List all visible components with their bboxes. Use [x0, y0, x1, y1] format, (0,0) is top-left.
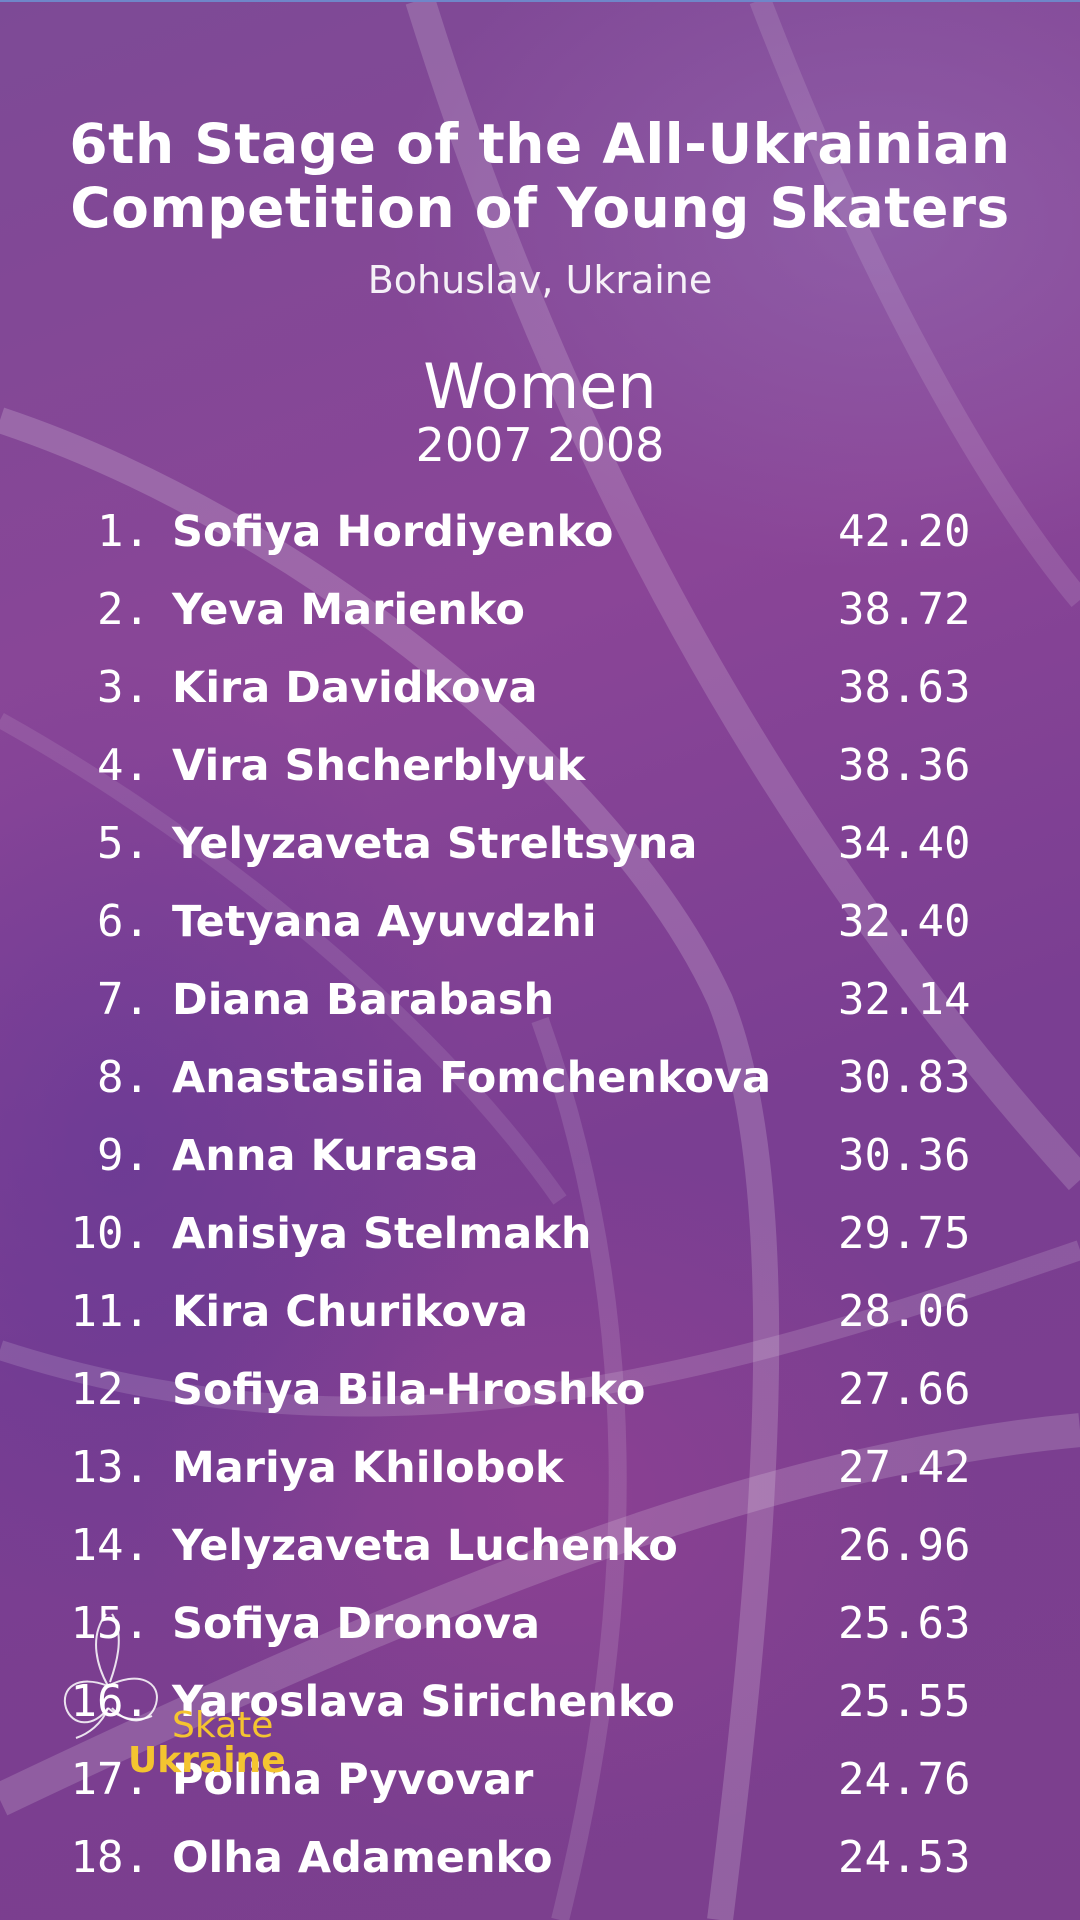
result-row: 15. Sofiya Dronova 25.63 [0, 1584, 1080, 1662]
result-row: 4. Vira Shcherblyuk 38.36 [0, 726, 1080, 804]
result-row: 7. Diana Barabash 32.14 [0, 960, 1080, 1038]
result-score: 32.40 [838, 896, 971, 947]
result-rank: 17. [70, 1754, 150, 1805]
skater-name: Anisiya Stelmakh [172, 1209, 592, 1259]
result-rank: 4. [97, 740, 150, 791]
result-row: 3. Kira Davidkova 38.63 [0, 648, 1080, 726]
result-score: 34.40 [838, 818, 971, 869]
result-rank: 14. [70, 1520, 150, 1571]
skater-name: Anastasiia Fomchenkova [172, 1053, 772, 1103]
result-row: 12. Sofiya Bila-Hroshko 27.66 [0, 1350, 1080, 1428]
result-row: 11. Kira Churikova 28.06 [0, 1272, 1080, 1350]
result-rank: 13. [70, 1442, 150, 1493]
result-rank: 7. [97, 974, 150, 1025]
skater-name: Yelyzaveta Streltsyna [172, 819, 698, 869]
result-score: 26.96 [838, 1520, 971, 1571]
skater-name: Yeva Marienko [172, 585, 525, 635]
result-rank: 11. [70, 1286, 150, 1337]
result-score: 38.36 [838, 740, 971, 791]
result-row: 18. Olha Adamenko 24.53 [0, 1818, 1080, 1896]
result-row: 5. Yelyzaveta Streltsyna 34.40 [0, 804, 1080, 882]
result-row: 10. Anisiya Stelmakh 29.75 [0, 1194, 1080, 1272]
skater-name: Olha Adamenko [172, 1833, 553, 1883]
result-score: 25.63 [838, 1598, 971, 1649]
event-title-line-1: 6th Stage of the All-Ukrainian [69, 112, 1011, 176]
result-row: 13. Mariya Khilobok 27.42 [0, 1428, 1080, 1506]
result-score: 38.72 [838, 584, 971, 635]
result-score: 28.06 [838, 1286, 971, 1337]
result-score: 27.66 [838, 1364, 971, 1415]
event-title-line-2: Competition of Young Skaters [70, 176, 1010, 240]
result-rank: 12. [70, 1364, 150, 1415]
result-score: 27.42 [838, 1442, 971, 1493]
event-title: 6th Stage of the All-Ukrainian Competiti… [0, 112, 1080, 240]
skate-ukraine-logo: Skate Ukraine [58, 1608, 298, 1788]
skater-name: Kira Davidkova [172, 663, 538, 713]
skater-name: Mariya Khilobok [172, 1443, 564, 1493]
skater-name: Diana Barabash [172, 975, 555, 1025]
result-row: 14. Yelyzaveta Luchenko 26.96 [0, 1506, 1080, 1584]
result-score: 30.36 [838, 1130, 971, 1181]
result-score: 30.83 [838, 1052, 971, 1103]
result-score: 24.76 [838, 1754, 971, 1805]
event-location: Bohuslav, Ukraine [367, 258, 713, 302]
skater-name: Vira Shcherblyuk [172, 741, 586, 791]
result-rank: 5. [97, 818, 150, 869]
result-row: 1. Sofiya Hordiyenko 42.20 [0, 492, 1080, 570]
result-rank: 8. [97, 1052, 150, 1103]
result-rank: 2. [97, 584, 150, 635]
result-score: 24.53 [838, 1832, 971, 1883]
result-rank: 6. [97, 896, 150, 947]
logo-text-skate: Skate [172, 1705, 274, 1746]
skater-name: Tetyana Ayuvdzhi [172, 897, 597, 947]
results-list: 1. Sofiya Hordiyenko 42.20 2. Yeva Marienko… [0, 492, 1080, 1896]
result-row: 16. Yaroslava Sirichenko 25.55 [0, 1662, 1080, 1740]
result-rank: 9. [97, 1130, 150, 1181]
top-accent-line [0, 0, 1080, 2]
result-score: 29.75 [838, 1208, 971, 1259]
skater-name: Sofiya Dronova [172, 1599, 541, 1649]
result-row: 8. Anastasiia Fomchenkova 30.83 [0, 1038, 1080, 1116]
result-row: 6. Tetyana Ayuvdzhi 32.40 [0, 882, 1080, 960]
category-name: Women [423, 350, 657, 423]
result-rank: 3. [97, 662, 150, 713]
result-score: 25.55 [838, 1676, 971, 1727]
result-rank: 10. [70, 1208, 150, 1259]
result-rank: 15. [70, 1598, 150, 1649]
skater-name: Sofiya Hordiyenko [172, 507, 614, 557]
skater-name: Anna Kurasa [172, 1131, 479, 1181]
skater-name: Polina Pyvovar [172, 1755, 534, 1805]
result-row: 2. Yeva Marienko 38.72 [0, 570, 1080, 648]
result-score: 42.20 [838, 506, 971, 557]
result-row: 9. Anna Kurasa 30.36 [0, 1116, 1080, 1194]
skater-name: Yaroslava Sirichenko [172, 1677, 675, 1727]
result-rank: 1. [97, 506, 150, 557]
result-score: 38.63 [838, 662, 971, 713]
skater-swirl-icon [63, 1613, 158, 1739]
result-score: 32.14 [838, 974, 971, 1025]
category-years: 2007 2008 [415, 418, 665, 472]
skater-name: Sofiya Bila-Hroshko [172, 1365, 646, 1415]
result-row: 17. Polina Pyvovar 24.76 [0, 1740, 1080, 1818]
result-rank: 18. [70, 1832, 150, 1883]
skater-name: Yelyzaveta Luchenko [172, 1521, 678, 1571]
skater-name: Kira Churikova [172, 1287, 529, 1337]
logo-text-ukraine: Ukraine [128, 1740, 286, 1781]
